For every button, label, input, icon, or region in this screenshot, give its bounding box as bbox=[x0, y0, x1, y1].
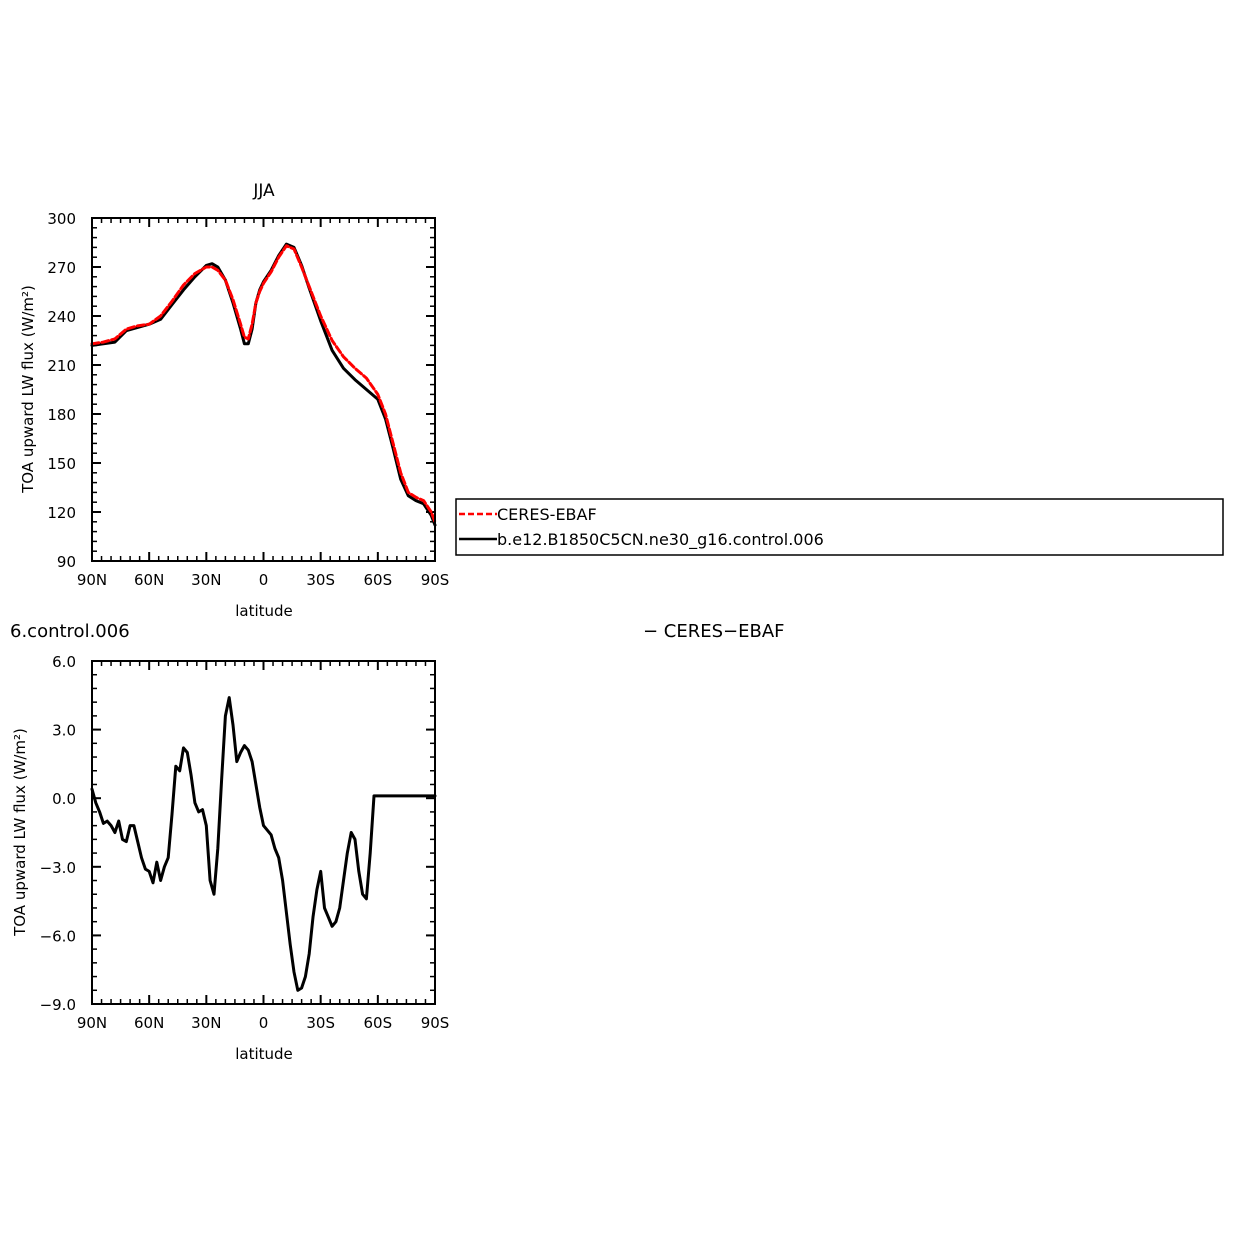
bottom-plot-frame bbox=[91, 660, 436, 1005]
bottom-header-left: 6.control.006 bbox=[10, 621, 130, 642]
bottom-y-axis-label: TOA upward LW flux (W/m²) bbox=[11, 728, 29, 937]
bottom-y-tick-label: −9.0 bbox=[40, 996, 76, 1014]
top-x-tick-label: 30N bbox=[191, 571, 221, 589]
bottom-x-tick-label: 60N bbox=[134, 1014, 164, 1032]
bottom-x-tick-label: 30N bbox=[191, 1014, 221, 1032]
top-axes: 90N 60N 30N 0 30S 60S 90S 90 120 150 180 210 240 270 3… bbox=[47, 210, 449, 589]
legend: CERES-EBAF b.e12.B1850C5CN.ne30_g16.cont… bbox=[455, 498, 1224, 556]
top-plot-frame bbox=[91, 217, 436, 562]
top-x-tick-label: 60N bbox=[134, 571, 164, 589]
top-y-tick-label: 180 bbox=[47, 406, 76, 424]
bottom-y-tick-label: −3.0 bbox=[40, 859, 76, 877]
top-x-tick-label: 0 bbox=[259, 571, 269, 589]
top-y-tick-label: 90 bbox=[57, 553, 76, 571]
bottom-x-tick-label: 30S bbox=[306, 1014, 335, 1032]
top-y-tick-label: 270 bbox=[47, 259, 76, 277]
legend-label-ceres: CERES-EBAF bbox=[497, 505, 597, 524]
bottom-x-tick-label: 60S bbox=[364, 1014, 393, 1032]
bottom-panel: 6.control.006 − CERES−EBAF 90N 60N 30N 0 30S… bbox=[10, 621, 785, 1063]
top-x-axis-label: latitude bbox=[235, 602, 293, 620]
top-x-tick-label: 90S bbox=[421, 571, 450, 589]
bottom-series-line-model bbox=[90, 696, 437, 992]
top-y-tick-label: 120 bbox=[47, 504, 76, 522]
bottom-x-tick-label: 90S bbox=[421, 1014, 450, 1032]
top-y-tick-label: 300 bbox=[47, 210, 76, 228]
bottom-y-tick-label: 6.0 bbox=[52, 653, 76, 671]
chart-title: JJA bbox=[252, 181, 275, 201]
top-x-tick-label: 30S bbox=[306, 571, 335, 589]
bottom-x-tick-label: 0 bbox=[259, 1014, 269, 1032]
bottom-y-tick-label: 0.0 bbox=[52, 790, 76, 808]
top-series-group bbox=[90, 242, 437, 527]
top-x-tick-label: 90N bbox=[77, 571, 107, 589]
top-x-tick-label: 60S bbox=[364, 571, 393, 589]
legend-label-model: b.e12.B1850C5CN.ne30_g16.control.006 bbox=[497, 530, 824, 550]
top-series-line-model bbox=[90, 242, 437, 527]
top-y-axis-label: TOA upward LW flux (W/m²) bbox=[19, 285, 37, 494]
top-series-line-ceres bbox=[90, 244, 437, 524]
bottom-axes: 90N 60N 30N 0 30S 60S 90S −9.0 −6.0 −3.0 0.0 3.0 6.0 bbox=[40, 653, 450, 1032]
bottom-y-tick-label: −6.0 bbox=[40, 927, 76, 945]
top-y-tick-label: 150 bbox=[47, 455, 76, 473]
top-panel: JJA 90N 60N 30N 0 30S 60S 90S 90 120 150 180 210 240… bbox=[19, 181, 449, 620]
top-y-tick-label: 240 bbox=[47, 308, 76, 326]
bottom-y-tick-label: 3.0 bbox=[52, 722, 76, 740]
legend-box bbox=[455, 498, 1224, 556]
top-y-tick-label: 210 bbox=[47, 357, 76, 375]
bottom-x-tick-label: 90N bbox=[77, 1014, 107, 1032]
bottom-series-group bbox=[90, 696, 437, 992]
bottom-header-right: − CERES−EBAF bbox=[643, 621, 785, 642]
bottom-x-axis-label: latitude bbox=[235, 1045, 293, 1063]
